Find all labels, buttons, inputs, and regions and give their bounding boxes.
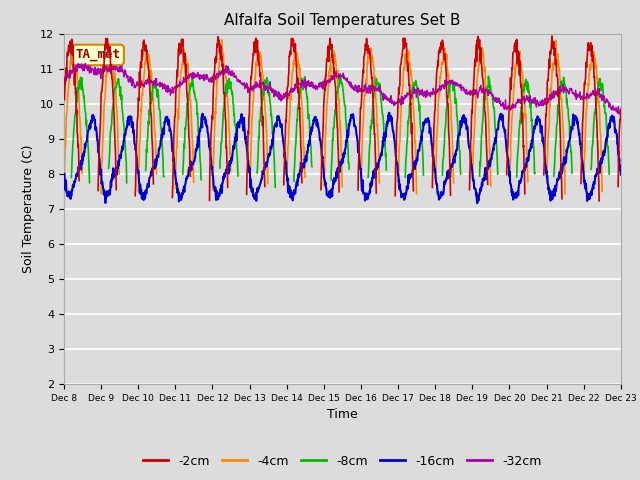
-2cm <box>617 106 625 112</box>
-16cm <box>60 172 68 178</box>
-2cm <box>429 152 437 158</box>
-4cm <box>246 167 254 173</box>
-16cm <box>429 152 437 157</box>
-32cm <box>615 111 623 117</box>
-4cm <box>551 56 559 61</box>
-32cm <box>429 85 437 91</box>
Title: Alfalfa Soil Temperatures Set B: Alfalfa Soil Temperatures Set B <box>224 13 461 28</box>
Line: -8cm: -8cm <box>71 74 609 187</box>
-32cm <box>171 84 179 90</box>
-16cm <box>385 110 393 116</box>
Legend: -2cm, -4cm, -8cm, -16cm, -32cm: -2cm, -4cm, -8cm, -16cm, -32cm <box>138 450 547 473</box>
Line: -32cm: -32cm <box>64 63 621 114</box>
-32cm <box>502 103 509 109</box>
-32cm <box>617 107 625 112</box>
Line: -16cm: -16cm <box>64 113 621 203</box>
-16cm <box>552 185 559 191</box>
-2cm <box>60 93 68 99</box>
-32cm <box>246 87 254 93</box>
-32cm <box>81 60 89 66</box>
-32cm <box>60 75 68 81</box>
-2cm <box>171 114 179 120</box>
-16cm <box>617 172 625 178</box>
Text: TA_met: TA_met <box>75 48 120 61</box>
-2cm <box>551 45 559 51</box>
-4cm <box>184 68 192 74</box>
-8cm <box>551 161 559 167</box>
-16cm <box>184 173 191 179</box>
-16cm <box>474 200 481 206</box>
-8cm <box>184 101 191 107</box>
-16cm <box>502 144 510 149</box>
-4cm <box>60 203 68 209</box>
-32cm <box>184 74 192 80</box>
Line: -2cm: -2cm <box>64 36 621 201</box>
-2cm <box>184 110 192 116</box>
-16cm <box>170 166 178 171</box>
Y-axis label: Soil Temperature (C): Soil Temperature (C) <box>22 144 35 273</box>
Line: -4cm: -4cm <box>64 40 602 206</box>
X-axis label: Time: Time <box>327 408 358 421</box>
-32cm <box>551 88 559 94</box>
-2cm <box>246 86 254 92</box>
-16cm <box>246 175 254 181</box>
